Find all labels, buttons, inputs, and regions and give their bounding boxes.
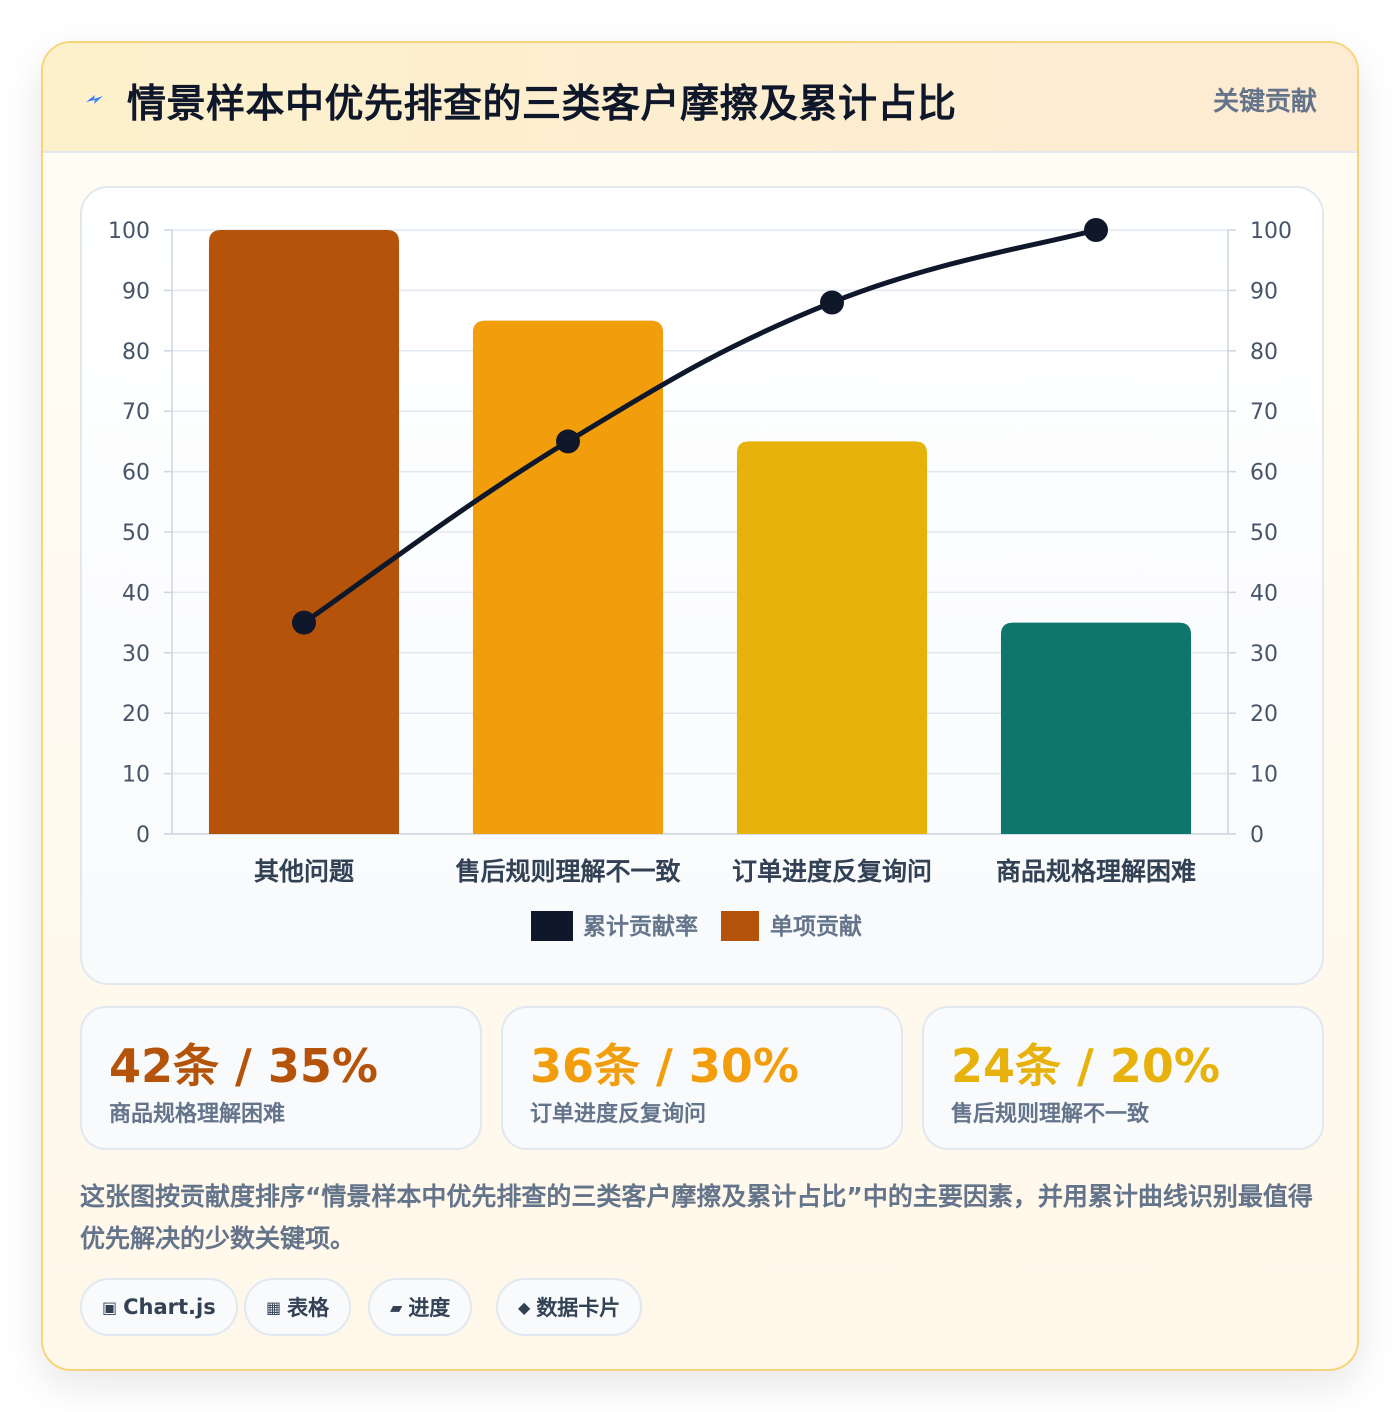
y-tick-label: 10 (122, 763, 150, 788)
y2-tick-label: 40 (1250, 581, 1278, 606)
lightning-icon (86, 95, 103, 104)
stat-card-3: 24条 / 20% 售后规则理解不一致 (922, 1006, 1324, 1150)
legend-swatch-cumulative (531, 911, 573, 941)
y2-tick-label: 100 (1250, 219, 1292, 244)
y2-tick-label: 20 (1250, 702, 1278, 727)
bar-2 (472, 320, 664, 835)
chip-label: Chart.js (123, 1295, 216, 1319)
grid-icon: ▦ (266, 1297, 282, 1317)
cumulative-point-3 (820, 290, 844, 315)
y2-tick-label: 80 (1250, 340, 1278, 365)
chart-description: 这张图按贡献度排序“情景样本中优先排查的三类客户摩擦及累计占比”中的主要因素，并… (80, 1182, 1313, 1253)
key-contribution-badge: 关键贡献 (1212, 87, 1317, 117)
x-tick-label: 商品规格理解困难 (996, 857, 1196, 886)
stat-value-3: 24条 / 20% (951, 1039, 1220, 1093)
chip-data-card[interactable]: ◆ 数据卡片 (496, 1278, 643, 1336)
stat-value-2: 36条 / 30% (530, 1039, 799, 1093)
bar-3 (736, 441, 928, 834)
bar-4 (1000, 622, 1192, 834)
y2-tick-label: 70 (1250, 400, 1278, 425)
stat-value-1: 42条 / 35% (109, 1039, 378, 1093)
cumulative-line (301, 227, 1099, 626)
y-tick-label: 70 (122, 400, 150, 425)
y-tick-label: 0 (136, 823, 150, 848)
stat-cards: 42条 / 35% 商品规格理解困难 36条 / 30% 订单进度反复询问 24… (80, 1006, 1324, 1150)
y-tick-label: 50 (122, 521, 150, 546)
chart-title: 情景样本中优先排查的三类客户摩擦及累计占比 (127, 82, 957, 127)
y2-tick-label: 60 (1250, 461, 1278, 486)
legend-label-single: 单项贡献 (770, 914, 862, 940)
cumulative-point-1 (292, 610, 316, 635)
chip-chartjs[interactable]: ▣ Chart.js (80, 1278, 238, 1336)
chip-table[interactable]: ▦ 表格 (244, 1278, 352, 1336)
chip-label: 数据卡片 (536, 1296, 621, 1320)
cumulative-point-4 (1084, 218, 1108, 242)
x-tick-label: 订单进度反复询问 (732, 857, 932, 886)
card-header: 情景样本中优先排查的三类客户摩擦及累计占比 关键贡献 (43, 43, 1357, 153)
legend-label-cumulative: 累计贡献率 (583, 913, 698, 940)
y-tick-label: 30 (122, 642, 150, 667)
y2-tick-label: 30 (1250, 642, 1278, 667)
diamond-icon: ◆ (518, 1297, 531, 1317)
y-tick-label: 100 (108, 219, 150, 244)
y-tick-label: 60 (122, 461, 150, 486)
stat-label-3: 售后规则理解不一致 (951, 1102, 1150, 1127)
y2-tick-label: 0 (1250, 823, 1264, 848)
x-tick-label: 售后规则理解不一致 (455, 857, 681, 886)
progress-icon: ▰ (390, 1297, 403, 1317)
y-tick-label: 20 (122, 702, 150, 727)
chip-label: 进度 (408, 1296, 451, 1320)
y-tick-label: 40 (122, 581, 150, 606)
y2-tick-label: 10 (1250, 763, 1278, 788)
y2-tick-label: 50 (1250, 521, 1278, 546)
stat-label-1: 商品规格理解困难 (109, 1102, 286, 1127)
y-tick-label: 80 (122, 340, 150, 365)
y2-tick-label: 90 (1250, 279, 1278, 304)
stat-card-1: 42条 / 35% 商品规格理解困难 (80, 1006, 482, 1150)
pareto-chart: 0 0 10 10 20 20 30 30 40 40 50 50 60 60 70 70 80 80 90 90 10… (108, 218, 1292, 941)
chip-label: 表格 (287, 1296, 330, 1320)
cumulative-point-2 (556, 429, 580, 454)
chip-progress[interactable]: ▰ 进度 (368, 1278, 473, 1336)
y-tick-label: 90 (122, 279, 150, 304)
stat-label-2: 订单进度反复询问 (530, 1102, 707, 1127)
square-icon: ▣ (102, 1297, 118, 1317)
legend-swatch-single (721, 911, 759, 941)
stat-card-2: 36条 / 30% 订单进度反复询问 (501, 1006, 903, 1150)
x-tick-label: 其他问题 (254, 857, 354, 886)
bar-1 (208, 230, 400, 834)
